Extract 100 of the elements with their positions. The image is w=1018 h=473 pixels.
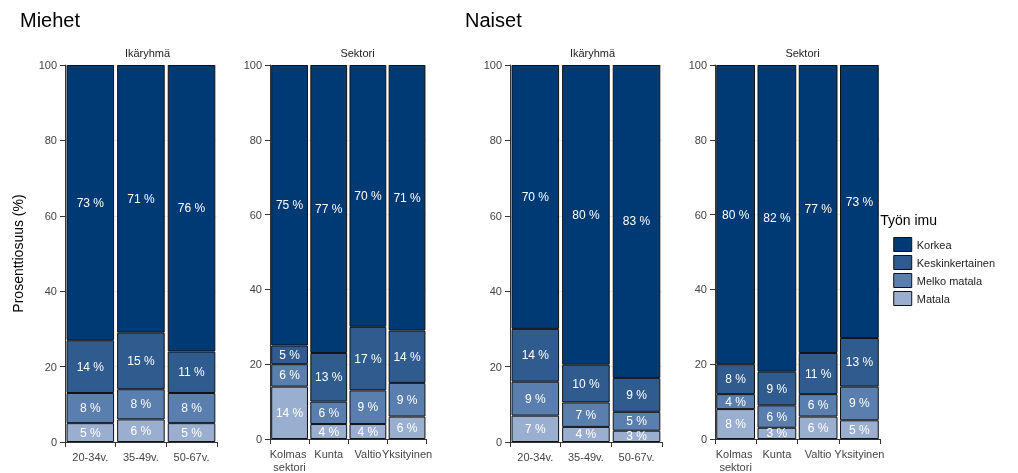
data-label: 3 % — [626, 429, 648, 444]
data-label: 8 % — [79, 401, 101, 416]
y-tick-label: 60 — [489, 209, 502, 222]
y-tick-label: 100 — [688, 59, 707, 71]
data-label: 4 % — [318, 424, 340, 439]
data-label: 14 % — [521, 348, 550, 363]
y-tick-label: 20 — [249, 358, 262, 371]
y-tick-label: 40 — [44, 285, 57, 298]
data-label: 75 % — [275, 198, 304, 213]
legend-title: Työn imu — [880, 212, 938, 228]
chart-title: Naiset — [465, 9, 523, 31]
y-tick-label: 80 — [694, 133, 707, 146]
data-label: 71 % — [393, 190, 422, 205]
y-tick-label: 20 — [44, 360, 57, 373]
x-tick-label: Kunta — [762, 447, 793, 460]
data-label: 8 % — [725, 372, 747, 387]
legend-label: Korkea — [916, 238, 953, 251]
data-label: 8 % — [725, 417, 747, 432]
y-tick-label: 60 — [249, 208, 262, 221]
chart-subtitle: Sektori — [785, 46, 820, 59]
data-label: 9 % — [766, 381, 788, 396]
data-label: 5 % — [79, 425, 101, 440]
data-label: 70 % — [521, 189, 550, 204]
data-label: 83 % — [622, 214, 651, 229]
x-tick-label: Kunta — [314, 447, 344, 460]
data-label: 6 % — [766, 409, 788, 424]
legend-label: Keskinkertainen — [916, 256, 996, 269]
x-tick-label: 20-34v. — [517, 450, 554, 463]
data-label: 6 % — [807, 398, 829, 413]
y-tick-label: 40 — [694, 283, 707, 296]
data-label: 7 % — [524, 421, 546, 436]
data-label: 77 % — [315, 201, 343, 216]
data-label: 4 % — [357, 424, 379, 439]
y-tick-label: 0 — [255, 433, 262, 445]
data-label: 73 % — [76, 195, 105, 210]
data-label: 80 % — [572, 207, 600, 222]
y-tick-label: 60 — [694, 208, 707, 221]
data-label: 13 % — [315, 370, 343, 385]
y-tick-label: 80 — [44, 134, 57, 147]
data-label: 9 % — [849, 396, 871, 411]
chart-subtitle: Ikäryhmä — [124, 46, 171, 59]
legend-label: Melko matala — [916, 274, 984, 287]
x-tick-label: 35-49v. — [122, 450, 159, 463]
data-label: 8 % — [130, 397, 152, 412]
data-label: 14 % — [76, 359, 105, 374]
data-label: 14 % — [275, 405, 304, 420]
data-label: 9 % — [357, 400, 379, 415]
data-label: 80 % — [721, 207, 750, 222]
data-label: 11 % — [804, 366, 832, 381]
data-label: 9 % — [626, 387, 648, 402]
data-label: 9 % — [524, 391, 546, 406]
data-label: 15 % — [127, 353, 155, 368]
data-label: 76 % — [177, 201, 206, 216]
data-label: 6 % — [807, 420, 829, 435]
data-label: 6 % — [396, 420, 418, 435]
x-tick-label: Yksityinen — [834, 447, 885, 460]
data-label: 9 % — [396, 392, 418, 407]
x-tick-label: Kolmas sektori — [269, 447, 310, 473]
y-tick-label: 0 — [495, 436, 502, 448]
data-label: 4 % — [725, 394, 747, 409]
chart-title: Miehet — [20, 9, 81, 31]
data-label: 10 % — [572, 376, 600, 391]
y-axis-title: Prosenttiosuus (%) — [10, 194, 26, 313]
y-tick-label: 60 — [44, 209, 57, 222]
y-tick-label: 80 — [249, 133, 262, 146]
data-label: 6 % — [279, 368, 301, 383]
x-tick-label: Kolmas sektori — [715, 447, 756, 473]
data-label: 11 % — [178, 365, 206, 380]
x-tick-label: 50-67v. — [173, 450, 210, 463]
legend-label: Matala — [916, 292, 951, 305]
data-label: 5 % — [279, 347, 301, 362]
chart-subtitle: Sektori — [340, 46, 375, 59]
x-tick-label: 35-49v. — [567, 450, 604, 463]
y-tick-label: 20 — [694, 358, 707, 371]
data-label: 6 % — [318, 405, 340, 420]
data-label: 73 % — [845, 194, 874, 209]
x-tick-label: 20-34v. — [72, 450, 109, 463]
data-label: 4 % — [575, 427, 597, 442]
x-tick-label: Valtio — [804, 447, 832, 460]
data-label: 5 % — [181, 425, 203, 440]
y-tick-label: 20 — [489, 360, 502, 373]
data-label: 82 % — [763, 211, 791, 226]
y-tick-label: 0 — [700, 433, 707, 445]
data-label: 7 % — [575, 407, 597, 422]
y-tick-label: 100 — [38, 59, 57, 71]
x-tick-label: 50-67v. — [618, 450, 655, 463]
chart-subtitle: Ikäryhmä — [569, 46, 616, 59]
data-label: 3 % — [766, 426, 788, 441]
data-label: 70 % — [354, 188, 382, 203]
data-label: 5 % — [626, 414, 648, 429]
y-tick-label: 80 — [489, 134, 502, 147]
data-label: 77 % — [804, 201, 833, 216]
data-label: 6 % — [130, 423, 152, 438]
y-tick-label: 0 — [50, 436, 57, 448]
x-tick-label: Valtio — [354, 447, 382, 460]
data-label: 5 % — [849, 422, 871, 437]
y-tick-label: 40 — [489, 285, 502, 298]
data-label: 13 % — [845, 355, 874, 370]
data-label: 71 % — [127, 191, 155, 206]
x-tick-label: Yksityinen — [381, 447, 433, 460]
